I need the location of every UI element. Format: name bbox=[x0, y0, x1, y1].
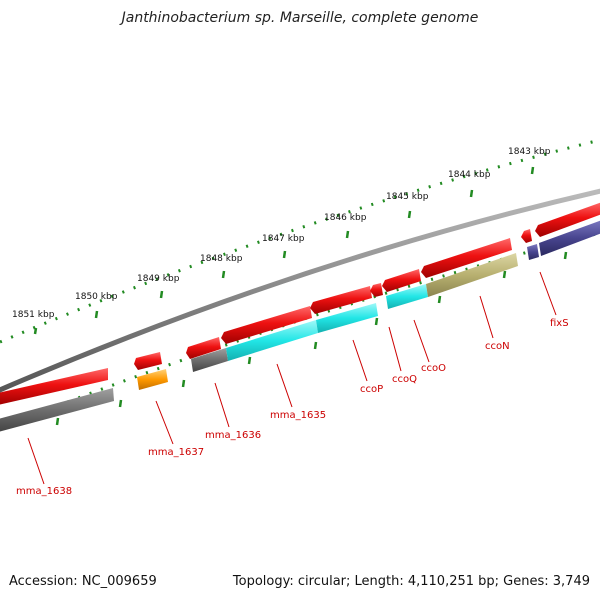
gene-label-ccoO: ccoO bbox=[421, 363, 446, 374]
gene-label-ccoN: ccoN bbox=[485, 341, 510, 352]
gene-label-ccoQ: ccoQ bbox=[392, 374, 417, 385]
forward-strand-genes bbox=[0, 202, 600, 405]
gene-mma_1638[interactable] bbox=[0, 388, 114, 432]
gene-mma_1636[interactable] bbox=[191, 348, 228, 372]
scale-label: 1851 kbp bbox=[12, 310, 55, 320]
gene-fixS[interactable] bbox=[527, 244, 539, 260]
scale-label: 1846 kbp bbox=[324, 213, 367, 223]
scale-label: 1845 kbp bbox=[386, 192, 429, 202]
gene-mma_1635[interactable] bbox=[226, 320, 318, 361]
gene-label-mma_1636: mma_1636 bbox=[205, 430, 261, 441]
inner-major-ticks bbox=[55, 251, 568, 426]
label-leader-lines bbox=[27, 271, 557, 485]
scale-label: 1850 kbp bbox=[75, 292, 118, 302]
gene-arrow[interactable] bbox=[421, 238, 512, 278]
gene-arrow[interactable] bbox=[382, 269, 421, 292]
gene-label-mma_1637: mma_1637 bbox=[148, 447, 204, 458]
scale-label: 1844 kbp bbox=[448, 170, 491, 180]
gene-arrow[interactable] bbox=[0, 368, 108, 405]
scale-labels: 1851 kbp 1850 kbp 1849 kbp 1848 kbp 1847… bbox=[12, 147, 551, 320]
genome-backbone bbox=[0, 188, 600, 393]
scale-label: 1849 kbp bbox=[137, 274, 180, 284]
gene-arrow[interactable] bbox=[186, 337, 221, 359]
gene-ccoP[interactable] bbox=[316, 303, 378, 333]
scale-label: 1848 kbp bbox=[200, 254, 243, 264]
gene-arrow[interactable] bbox=[370, 283, 383, 297]
scale-label: 1847 kbp bbox=[262, 234, 305, 244]
major-ticks bbox=[33, 166, 535, 335]
gene-label-mma_1638: mma_1638 bbox=[16, 486, 72, 497]
gene-labels: mma_1638 mma_1637 mma_1636 mma_1635 ccoP… bbox=[16, 318, 569, 497]
gene-label-ccoP: ccoP bbox=[360, 384, 383, 395]
gene-label-fixS: fixS bbox=[550, 318, 569, 329]
gene-arrow[interactable] bbox=[539, 220, 600, 256]
gene-arrow[interactable] bbox=[310, 286, 372, 314]
gene-arrow[interactable] bbox=[535, 202, 600, 237]
gene-ccoN[interactable] bbox=[426, 253, 518, 297]
gene-ccoO[interactable] bbox=[386, 284, 428, 309]
gene-arrow[interactable] bbox=[134, 352, 162, 370]
genome-stats-text: Topology: circular; Length: 4,110,251 bp… bbox=[232, 574, 590, 589]
map-title: Janthinobacterium sp. Marseille, complet… bbox=[121, 10, 479, 26]
scale-label: 1843 kbp bbox=[508, 147, 551, 157]
gene-mma_1637[interactable] bbox=[137, 369, 168, 390]
accession-text: Accession: NC_009659 bbox=[9, 574, 157, 589]
gene-label-mma_1635: mma_1635 bbox=[270, 410, 326, 421]
gene-arrow[interactable] bbox=[521, 229, 532, 243]
other-strand-genes bbox=[0, 220, 600, 432]
gene-arrow[interactable] bbox=[221, 306, 312, 344]
